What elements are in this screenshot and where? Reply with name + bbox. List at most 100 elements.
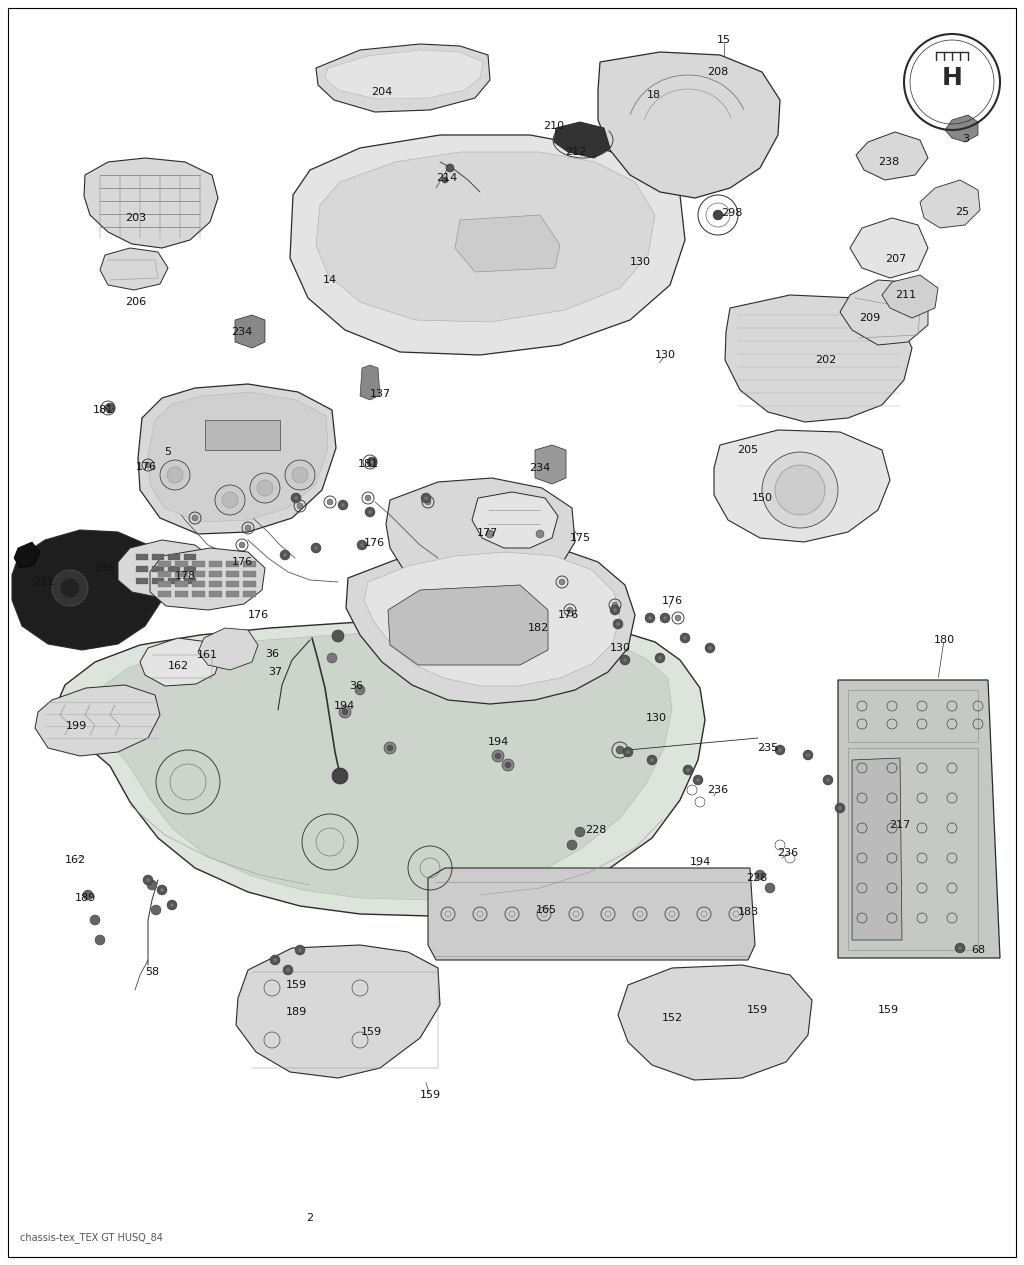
Text: 161: 161 <box>197 650 217 660</box>
Circle shape <box>650 758 654 762</box>
Polygon shape <box>882 275 938 318</box>
Polygon shape <box>198 627 258 670</box>
Text: 206: 206 <box>125 297 146 307</box>
Circle shape <box>250 473 280 503</box>
Polygon shape <box>234 315 265 348</box>
Polygon shape <box>388 584 548 665</box>
Bar <box>193 560 205 567</box>
Bar <box>205 420 280 450</box>
Text: 162: 162 <box>65 855 86 865</box>
Circle shape <box>683 765 693 775</box>
Circle shape <box>295 945 305 955</box>
Polygon shape <box>316 44 490 113</box>
Circle shape <box>368 510 372 514</box>
Text: 159: 159 <box>878 1004 899 1015</box>
Polygon shape <box>472 492 558 548</box>
Circle shape <box>675 615 681 621</box>
Bar <box>168 578 180 584</box>
Circle shape <box>341 503 345 507</box>
Text: 36: 36 <box>349 681 362 691</box>
Circle shape <box>806 753 810 756</box>
Circle shape <box>567 607 573 614</box>
Bar <box>136 554 148 560</box>
Text: 181: 181 <box>92 405 114 415</box>
Circle shape <box>623 658 627 662</box>
Text: 183: 183 <box>737 907 759 917</box>
Text: 176: 176 <box>248 610 268 620</box>
Circle shape <box>286 968 290 972</box>
Bar <box>209 560 222 567</box>
Circle shape <box>292 467 308 483</box>
Polygon shape <box>598 52 780 199</box>
Bar <box>136 565 148 572</box>
Polygon shape <box>148 392 328 522</box>
Text: 228: 228 <box>746 873 768 883</box>
Bar <box>243 581 256 587</box>
Text: 189: 189 <box>286 1007 306 1017</box>
Circle shape <box>680 632 690 643</box>
Text: 236: 236 <box>777 848 799 858</box>
Text: 182: 182 <box>527 622 549 632</box>
Text: 18: 18 <box>647 90 662 100</box>
Circle shape <box>280 550 290 560</box>
Circle shape <box>683 636 687 640</box>
Polygon shape <box>856 132 928 180</box>
Circle shape <box>708 646 712 650</box>
Circle shape <box>616 622 620 626</box>
Bar <box>158 581 171 587</box>
Text: 58: 58 <box>145 966 159 977</box>
Circle shape <box>298 947 302 953</box>
Text: 176: 176 <box>135 462 157 472</box>
Circle shape <box>686 768 690 772</box>
Circle shape <box>623 748 633 756</box>
Bar <box>184 554 196 560</box>
Circle shape <box>291 493 301 503</box>
Text: 189: 189 <box>75 893 95 903</box>
Circle shape <box>52 571 88 606</box>
Bar <box>152 565 164 572</box>
Circle shape <box>294 496 298 500</box>
Text: 202: 202 <box>815 355 837 366</box>
Text: 130: 130 <box>609 643 631 653</box>
Text: 209: 209 <box>859 312 881 323</box>
Circle shape <box>355 686 365 694</box>
Circle shape <box>314 546 318 550</box>
Circle shape <box>145 462 151 468</box>
Circle shape <box>297 503 303 509</box>
Polygon shape <box>118 540 212 598</box>
Polygon shape <box>535 445 566 484</box>
Bar <box>136 578 148 584</box>
Text: 199: 199 <box>66 721 87 731</box>
Bar <box>209 581 222 587</box>
Circle shape <box>60 578 80 598</box>
Text: 208: 208 <box>708 67 729 77</box>
Text: 234: 234 <box>529 463 551 473</box>
Circle shape <box>167 899 177 910</box>
Circle shape <box>338 500 348 510</box>
Circle shape <box>612 602 618 608</box>
Circle shape <box>370 460 374 464</box>
Text: 178: 178 <box>174 571 196 581</box>
Text: chassis-tex_TEX GT HUSQ_84: chassis-tex_TEX GT HUSQ_84 <box>20 1232 163 1243</box>
Text: 180: 180 <box>934 635 954 645</box>
Bar <box>158 591 171 597</box>
Polygon shape <box>852 758 902 940</box>
Text: 37: 37 <box>268 667 282 677</box>
Circle shape <box>160 460 190 490</box>
Text: 175: 175 <box>569 533 591 543</box>
Polygon shape <box>100 248 168 290</box>
Circle shape <box>239 541 245 548</box>
Polygon shape <box>618 965 812 1080</box>
Text: 181: 181 <box>357 459 379 469</box>
Text: 176: 176 <box>364 538 385 548</box>
Polygon shape <box>945 115 978 142</box>
Polygon shape <box>138 385 336 534</box>
Circle shape <box>645 614 655 622</box>
Circle shape <box>339 706 351 719</box>
Circle shape <box>105 404 115 412</box>
Text: 203: 203 <box>125 213 146 223</box>
Circle shape <box>446 164 454 172</box>
Bar <box>243 560 256 567</box>
Polygon shape <box>838 681 1000 958</box>
Circle shape <box>160 888 164 892</box>
